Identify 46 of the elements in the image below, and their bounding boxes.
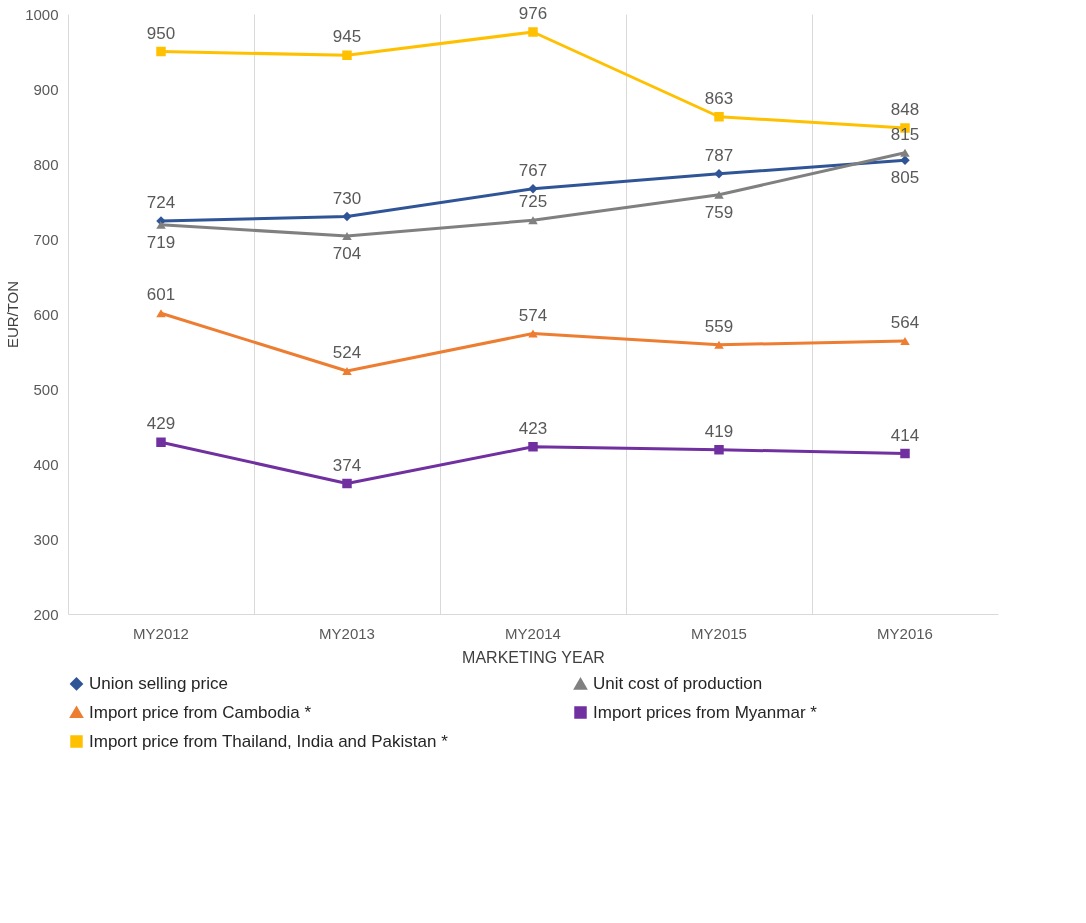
data-label: 863 <box>704 88 734 108</box>
y-tick-label: 600 <box>33 305 59 323</box>
data-label: 976 <box>518 4 548 23</box>
data-label: 719 <box>146 232 176 252</box>
y-tick-label: 300 <box>33 530 59 548</box>
data-label: 759 <box>704 202 734 222</box>
data-label: 730 <box>332 188 362 208</box>
data-label: 704 <box>332 244 362 263</box>
y-axis-title: EUR/TON <box>4 280 22 349</box>
data-label: 724 <box>146 193 176 212</box>
x-tick-label: MY2014 <box>505 624 561 642</box>
y-tick-label: 800 <box>33 155 59 173</box>
data-label: 574 <box>518 305 548 325</box>
y-tick-label: 200 <box>33 605 59 623</box>
x-tick-label: MY2012 <box>133 624 189 642</box>
data-label: 601 <box>146 285 176 305</box>
data-label: 767 <box>518 160 548 180</box>
x-tick-label: MY2015 <box>691 624 747 642</box>
y-tick-label: 500 <box>33 380 59 398</box>
data-label: 423 <box>518 418 548 438</box>
legend-label: Import price from Cambodia * <box>89 702 312 722</box>
data-label: 805 <box>890 168 920 188</box>
data-label: 419 <box>704 421 734 441</box>
data-label: 559 <box>704 316 734 336</box>
legend-label: Import prices from Myanmar * <box>593 702 818 722</box>
data-label: 429 <box>146 414 176 434</box>
data-label: 815 <box>890 124 920 144</box>
y-tick-label: 700 <box>33 230 59 248</box>
legend-label: Unit cost of production <box>593 674 763 694</box>
data-label: 524 <box>332 343 362 362</box>
x-axis-title: MARKETING YEAR <box>462 648 605 666</box>
y-tick-label: 1000 <box>25 5 59 23</box>
y-tick-label: 400 <box>33 455 59 473</box>
data-label: 945 <box>332 27 362 47</box>
y-tick-label: 900 <box>33 80 59 98</box>
data-label: 725 <box>518 192 548 212</box>
legend-label: Import price from Thailand, India and Pakistan * <box>89 731 449 751</box>
data-label: 414 <box>890 425 920 445</box>
data-label: 950 <box>146 23 176 43</box>
legend-label: Union selling price <box>89 673 228 693</box>
data-label: 564 <box>890 313 920 332</box>
x-tick-label: MY2013 <box>319 624 375 642</box>
data-label: 787 <box>704 145 734 165</box>
data-label: 374 <box>332 455 362 475</box>
x-tick-label: MY2016 <box>877 624 933 642</box>
data-label: 848 <box>890 100 920 119</box>
